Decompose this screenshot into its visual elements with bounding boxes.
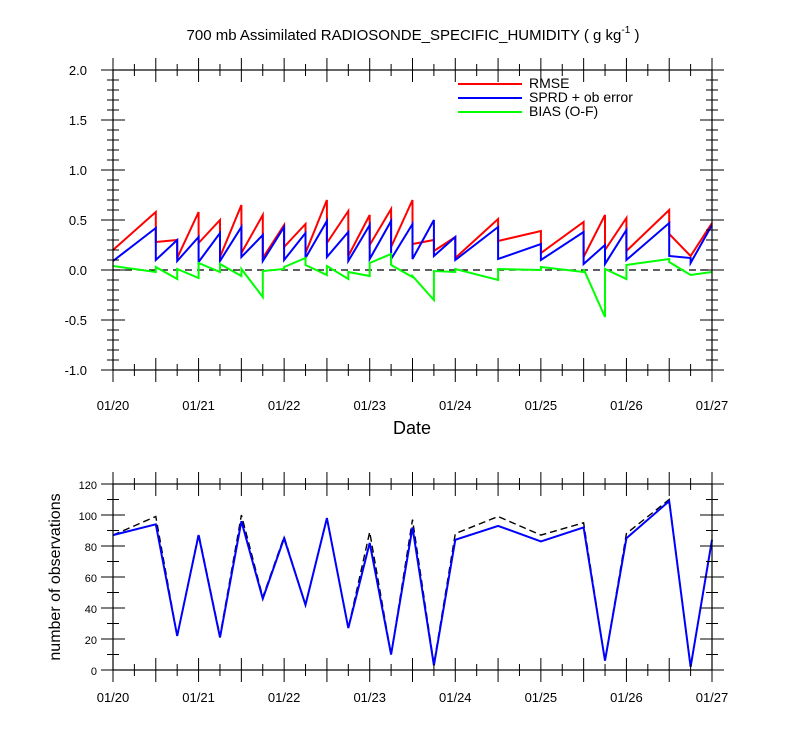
y-tick-label: 20 (85, 635, 97, 647)
x-tick-label: 01/23 (353, 690, 386, 705)
legend: RMSE SPRD + ob error BIAS (O-F) (458, 75, 633, 119)
chart-title: 700 mb Assimilated RADIOSONDE_SPECIFIC_H… (187, 25, 640, 44)
y-tick-label: -1.0 (65, 363, 87, 378)
x-tick-label: 01/27 (696, 690, 729, 705)
top-plot-frame (112, 69, 713, 371)
x-tick-label: 01/20 (97, 690, 130, 705)
series-line-used (112, 499, 713, 668)
legend-label-bias: BIAS (O-F) (529, 103, 598, 119)
y-tick-label: 0.5 (69, 213, 87, 228)
x-tick-label: 01/26 (610, 690, 643, 705)
x-tick-label: 01/25 (525, 398, 558, 413)
x-tick-label: 01/21 (182, 398, 215, 413)
y-tick-label: 40 (85, 604, 97, 616)
series-line-bias-o-f (112, 252, 713, 318)
x-tick-label: 01/22 (268, 690, 301, 705)
legend-label-rmse: RMSE (529, 75, 569, 91)
chart-title-superscript: -1 (621, 25, 630, 36)
y-tick-label: -0.5 (65, 313, 87, 328)
x-axis-title: Date (393, 418, 431, 438)
x-tick-label: 01/20 (97, 398, 130, 413)
y-axis-title: number of observations (47, 493, 64, 660)
y-tick-label: 0.0 (69, 263, 87, 278)
series-line-possible (112, 498, 713, 668)
y-tick-label: 1.0 (69, 163, 87, 178)
chart-title-end: ) (630, 27, 639, 44)
y-tick-label: 60 (85, 573, 97, 585)
x-tick-label: 01/21 (182, 690, 215, 705)
x-tick-label: 01/26 (610, 398, 643, 413)
bottom-series-layer (112, 498, 713, 668)
bottom-chart-panel: 01/20 01/21 01/22 01/23 01/24 01/25 01/26 01/27… (47, 472, 728, 705)
x-tick-label: 01/23 (353, 398, 386, 413)
x-tick-label: 01/24 (439, 398, 472, 413)
x-tick-label: 01/24 (439, 690, 472, 705)
y-tick-label: 2.0 (69, 63, 87, 78)
legend-label-sprd: SPRD + ob error (529, 89, 633, 105)
top-chart-panel: 01/20 01/21 01/22 01/23 01/24 01/25 01/26 01/27… (65, 58, 729, 438)
y-tick-label: 100 (79, 511, 97, 523)
x-tick-label: 01/27 (696, 398, 729, 413)
x-tick-label: 01/22 (268, 398, 301, 413)
series-line-sprd-ob-error (112, 217, 713, 268)
x-tick-label: 01/25 (525, 690, 558, 705)
chart-title-main: 700 mb Assimilated RADIOSONDE_SPECIFIC_H… (187, 27, 622, 44)
y-tick-label: 80 (85, 542, 97, 554)
top-ticks-layer: 01/20 01/21 01/22 01/23 01/24 01/25 01/26 01/27… (65, 58, 729, 413)
y-tick-label: 1.5 (69, 113, 87, 128)
top-series-layer (112, 199, 713, 318)
y-tick-label: 0 (91, 666, 97, 678)
bottom-plot-frame (112, 483, 713, 671)
y-tick-label: 120 (79, 480, 97, 492)
